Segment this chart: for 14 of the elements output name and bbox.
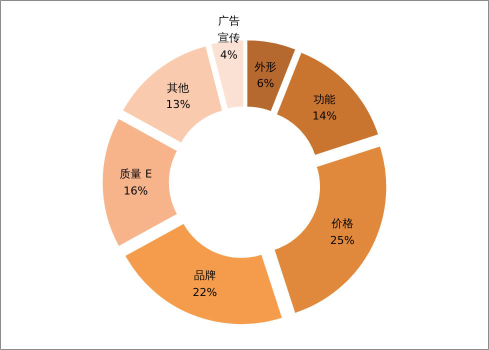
data-label: 6% bbox=[256, 77, 274, 90]
data-label: 22% bbox=[192, 286, 218, 299]
slice-label: 品牌 bbox=[194, 269, 216, 282]
slice-label: 其他 bbox=[167, 81, 190, 94]
slice-label: 质量 E bbox=[120, 168, 152, 181]
slice-label: 价格 bbox=[330, 217, 354, 230]
slice-label: 广告宣传 bbox=[218, 14, 240, 45]
data-label: 25% bbox=[330, 234, 355, 248]
data-label: 16% bbox=[124, 184, 148, 198]
slice-label: 功能 bbox=[314, 92, 336, 106]
slice-label: 外形 bbox=[254, 60, 276, 74]
data-label: 4% bbox=[220, 48, 238, 62]
data-label: 13% bbox=[166, 98, 190, 112]
data-label: 14% bbox=[312, 110, 337, 123]
